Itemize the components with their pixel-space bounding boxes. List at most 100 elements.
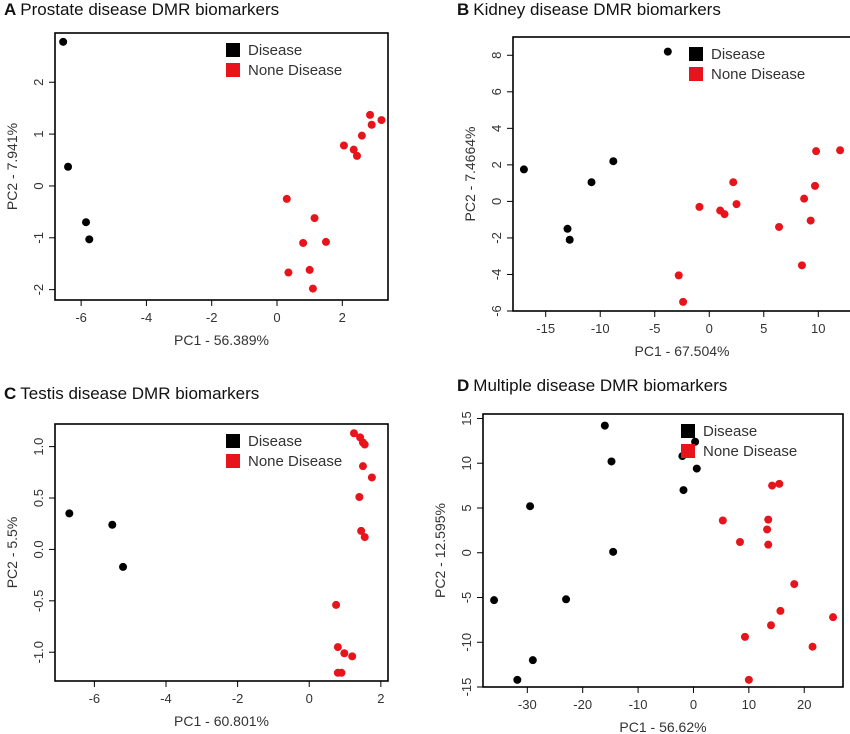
plot-frame <box>482 413 844 688</box>
data-point <box>695 202 704 211</box>
x-axis-label: PC1 - 56.62% <box>619 719 706 734</box>
plot-frame <box>512 36 850 312</box>
y-tick-label: 0 <box>489 198 504 205</box>
y-tick-label: -5 <box>459 592 474 604</box>
x-tick-label: -20 <box>573 697 592 712</box>
legend-swatch <box>681 444 695 458</box>
y-tick-label: 5 <box>459 504 474 511</box>
data-point <box>367 473 376 482</box>
data-point <box>352 151 361 160</box>
legend-label: Disease <box>248 433 302 450</box>
chart-title: Multiple disease DMR biomarkers <box>473 376 728 395</box>
data-point <box>764 540 773 549</box>
legend-label: Disease <box>711 46 765 63</box>
data-point <box>691 437 700 446</box>
data-point <box>490 596 499 605</box>
x-tick-label: -4 <box>141 310 153 325</box>
data-point <box>360 533 369 542</box>
data-point <box>775 222 784 231</box>
y-tick-label: 0 <box>459 549 474 556</box>
x-tick-label: -10 <box>591 321 610 336</box>
y-tick-label: 0.0 <box>31 540 46 558</box>
x-tick-label: 0 <box>706 321 713 336</box>
y-tick-label: -15 <box>459 678 474 697</box>
data-point <box>679 486 688 495</box>
x-tick-label: -30 <box>518 697 537 712</box>
y-tick-label: 0 <box>31 182 46 189</box>
x-tick-label: 2 <box>339 310 346 325</box>
data-point <box>829 613 838 622</box>
x-tick-label: -2 <box>232 691 244 706</box>
legend-swatch <box>226 434 240 448</box>
data-point <box>366 110 375 119</box>
data-point <box>348 652 357 661</box>
x-tick-label: -5 <box>649 321 661 336</box>
x-tick-label: 0 <box>690 697 697 712</box>
data-point <box>85 235 94 244</box>
y-tick-label: -1.0 <box>31 641 46 663</box>
data-point <box>119 562 128 571</box>
y-axis-label: PC2 - 7.4664% <box>462 127 478 222</box>
data-point <box>674 271 683 280</box>
legend-label: None Disease <box>703 443 797 460</box>
y-axis-label: PC2 - 7.941% <box>4 123 20 210</box>
data-point <box>349 429 358 438</box>
data-point <box>607 457 616 466</box>
data-point <box>806 216 815 225</box>
data-point <box>65 509 74 518</box>
data-point <box>377 116 386 125</box>
legend-label: None Disease <box>711 66 805 83</box>
data-point <box>64 162 73 171</box>
x-tick-label: -6 <box>75 310 87 325</box>
data-point <box>800 194 809 203</box>
chart-title: Prostate disease DMR biomarkers <box>20 0 280 19</box>
data-point <box>764 515 773 524</box>
y-tick-label: 0.5 <box>31 489 46 507</box>
data-point <box>776 606 785 615</box>
data-point <box>282 194 291 203</box>
x-tick-label: 0 <box>306 691 313 706</box>
chart-title: Testis disease DMR biomarkers <box>20 384 260 403</box>
panel-a: A Prostate disease DMR biomarkers -6 -4 -2 0… <box>0 0 425 367</box>
plot-frame <box>54 32 389 301</box>
x-axis-label: PC1 - 60.801% <box>174 713 269 729</box>
data-point <box>600 421 609 430</box>
y-tick-label: 15 <box>459 411 474 425</box>
data-point <box>692 464 701 473</box>
panel-title: B Kidney disease DMR biomarkers <box>457 0 721 20</box>
x-axis-label: PC1 - 56.389% <box>174 332 269 348</box>
data-point <box>332 600 341 609</box>
y-tick-label: 6 <box>489 88 504 95</box>
x-tick-label: 0 <box>273 310 280 325</box>
legend-label: Disease <box>248 42 302 59</box>
panel-d: D Multiple disease DMR biomarkers -30 -20-… <box>425 367 850 734</box>
data-point <box>718 516 727 525</box>
panel-title: A Prostate disease DMR biomarkers <box>4 0 279 20</box>
data-point <box>339 141 348 150</box>
data-point <box>310 214 319 223</box>
data-point <box>284 268 293 277</box>
panel-c: C Testis disease DMR biomarkers -6 -4 -2 0 2-… <box>0 367 425 734</box>
data-point <box>720 210 729 219</box>
data-point <box>812 147 821 156</box>
chart-title: Kidney disease DMR biomarkers <box>473 0 721 19</box>
data-point <box>679 297 688 306</box>
data-point <box>59 37 68 46</box>
data-point <box>763 525 772 534</box>
legend-swatch <box>689 47 703 61</box>
legend-swatch <box>226 454 240 468</box>
data-point <box>797 261 806 270</box>
data-point <box>299 238 308 247</box>
y-tick-label: -2 <box>489 232 504 244</box>
panel-letter: A <box>4 0 17 19</box>
data-point <box>587 178 596 187</box>
y-tick-label: 4 <box>489 125 504 132</box>
y-tick-label: -4 <box>489 269 504 281</box>
y-tick-label: -6 <box>489 305 504 317</box>
panel-letter: C <box>4 384 17 403</box>
y-tick-label: -10 <box>459 633 474 652</box>
panel-b: B Kidney disease DMR biomarkers -15 -10 -5 0… <box>425 0 850 367</box>
data-point <box>340 649 349 658</box>
y-axis-label: PC2 - 12.595% <box>432 503 448 598</box>
data-point <box>663 47 672 56</box>
